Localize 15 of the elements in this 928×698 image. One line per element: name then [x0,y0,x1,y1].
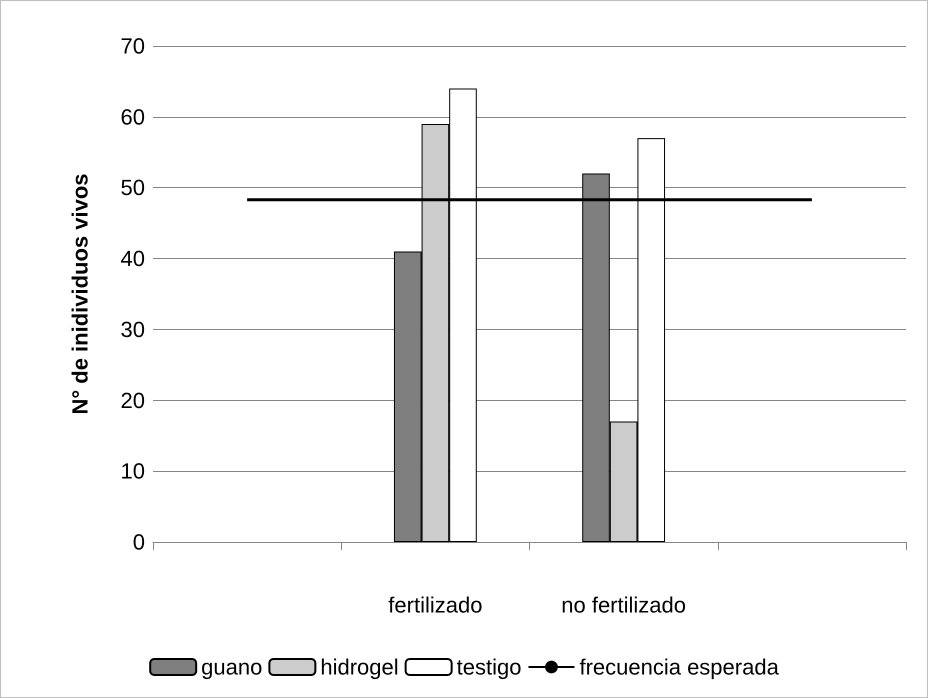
legend-label: guano [201,654,262,680]
y-tick-label: 70 [120,34,145,58]
y-tick-label: 10 [120,458,145,484]
y-tick-label: 0 [132,530,145,554]
x-tick-label: fertilizado [388,592,482,618]
y-tick-label: 50 [120,175,145,200]
legend-label: hidrogel [320,654,399,680]
y-axis-title: N° de inidividuos vivos [68,173,92,415]
y-tick-label: 40 [120,246,145,272]
x-tick-label: no fertilizado [561,592,686,618]
y-tick-label: 60 [120,104,145,130]
legend-label: frecuencia esperada [579,654,780,680]
y-tick-label: 30 [120,316,145,342]
y-tick-label: 20 [120,388,145,413]
legend-label: testigo [456,654,522,680]
